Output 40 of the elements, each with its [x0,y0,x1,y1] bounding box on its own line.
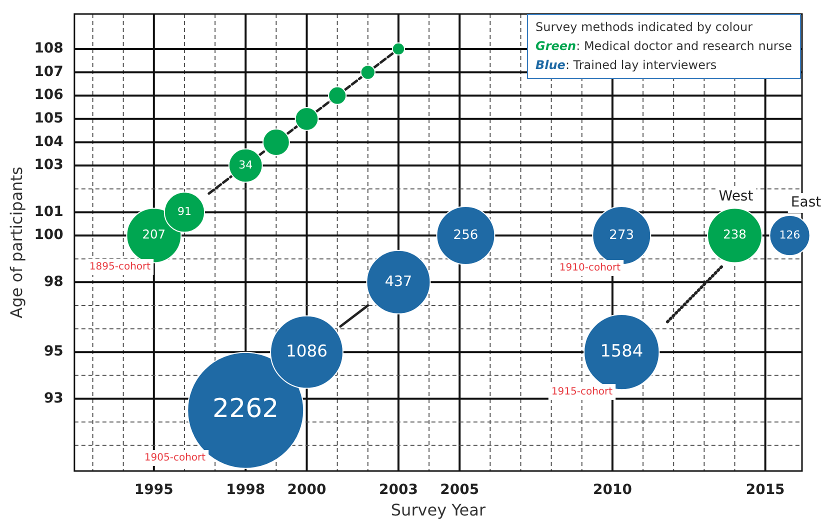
annotation: East [790,194,822,211]
y-tick-label: 98 [44,274,64,290]
annotation: 1584 [600,340,644,360]
y-tick-label: 95 [44,344,64,360]
y-tick-label: 103 [34,157,64,174]
annotation: 1086 [286,341,328,360]
x-tick-label: 2015 [746,482,785,498]
annotation: 2262 [212,394,279,424]
y-axis-title: Age of participants [6,166,26,318]
annotation: 1910-cohort [559,262,621,274]
y-tick-label: 93 [44,390,64,406]
legend-title: Survey methods indicated by colour [536,19,754,36]
x-tick-label: 1995 [134,482,174,498]
x-tick-label: 1998 [226,482,266,498]
x-tick-label: 2003 [378,482,418,498]
annotation: 238 [723,228,746,242]
y-tick-label: 108 [34,40,64,57]
text: Blue: Trained lay interviewers [536,57,718,74]
annotation: 126 [779,228,800,242]
y-tick-label: 101 [34,204,64,220]
annotation: 34 [238,158,253,172]
annotation: West [718,188,754,205]
text: Green: Medical doctor and research nurse [536,38,792,55]
annotation: 1895-cohort [89,262,151,273]
annotation: 207 [142,228,166,242]
y-tick-label: 104 [34,134,64,150]
y-tick-label: 105 [34,110,64,127]
annotation: 256 [453,228,478,243]
annotation: 273 [609,228,634,243]
annotation: 91 [177,205,192,218]
x-tick-label: 2005 [440,482,480,498]
x-tick-label: 2010 [592,482,632,498]
y-tick-label: 106 [34,87,64,104]
annotation: 437 [384,274,412,290]
annotation: 1905-cohort [144,452,206,464]
y-tick-label: 100 [34,227,64,244]
x-tick-label: 2000 [287,482,326,498]
annotation: 1915-cohort [551,386,613,398]
y-tick-label: 107 [34,64,64,80]
x-axis-title: Survey Year [390,500,486,520]
